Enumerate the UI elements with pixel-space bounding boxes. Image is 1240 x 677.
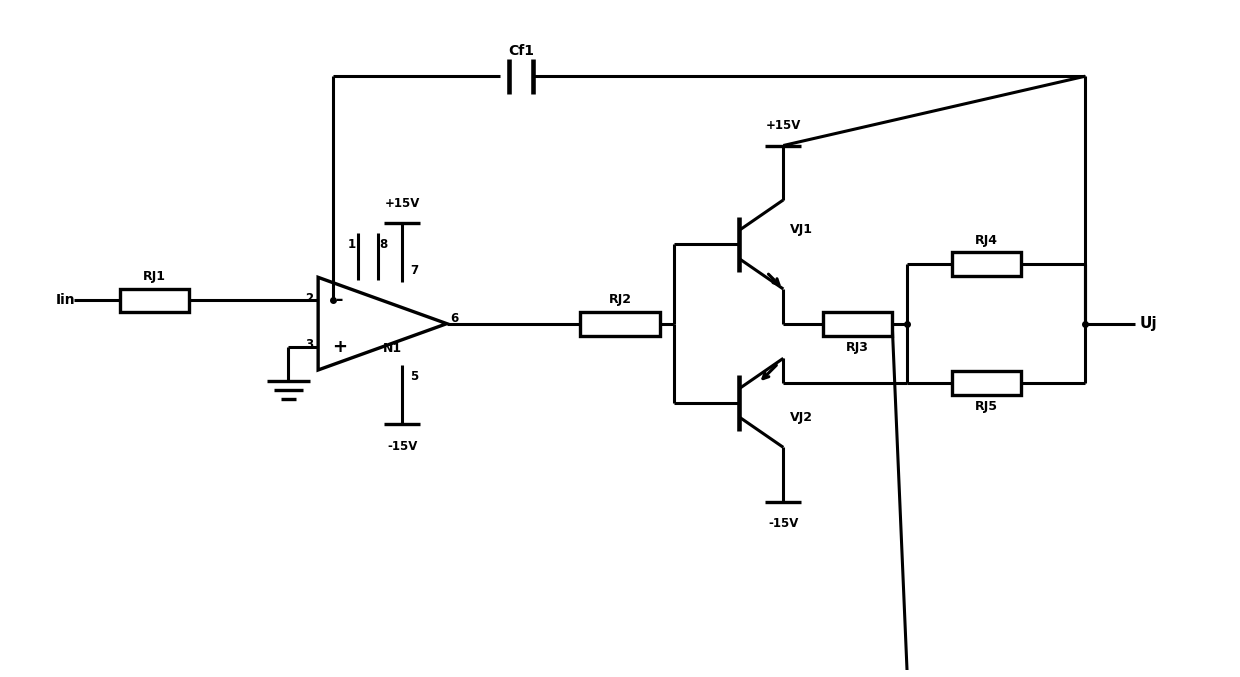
Text: 1: 1 (347, 238, 356, 251)
Bar (951, 253, 1021, 276)
Text: 2: 2 (305, 292, 314, 305)
Text: RJ1: RJ1 (144, 270, 166, 283)
Text: -: - (336, 292, 343, 309)
Text: 8: 8 (379, 238, 388, 251)
Text: +: + (332, 338, 347, 356)
Bar (580, 312, 660, 336)
Text: VJ1: VJ1 (790, 223, 813, 236)
Text: N1: N1 (383, 342, 402, 355)
Text: Iin: Iin (56, 294, 76, 307)
Text: 7: 7 (410, 264, 418, 277)
Text: VJ2: VJ2 (790, 411, 813, 424)
Text: +15V: +15V (765, 119, 801, 132)
Text: 3: 3 (305, 338, 314, 351)
Bar (823, 312, 892, 336)
Text: RJ5: RJ5 (975, 400, 998, 413)
Text: RJ3: RJ3 (846, 341, 869, 354)
Text: Cf1: Cf1 (508, 45, 534, 58)
Text: RJ4: RJ4 (975, 234, 998, 247)
Bar (120, 288, 190, 312)
Bar (951, 371, 1021, 395)
Text: -15V: -15V (768, 517, 799, 530)
Text: +15V: +15V (384, 196, 420, 210)
Text: RJ2: RJ2 (609, 293, 631, 307)
Text: 5: 5 (410, 370, 418, 383)
Text: -15V: -15V (387, 439, 418, 453)
Text: Uj: Uj (1140, 316, 1157, 331)
Text: 6: 6 (450, 312, 458, 325)
